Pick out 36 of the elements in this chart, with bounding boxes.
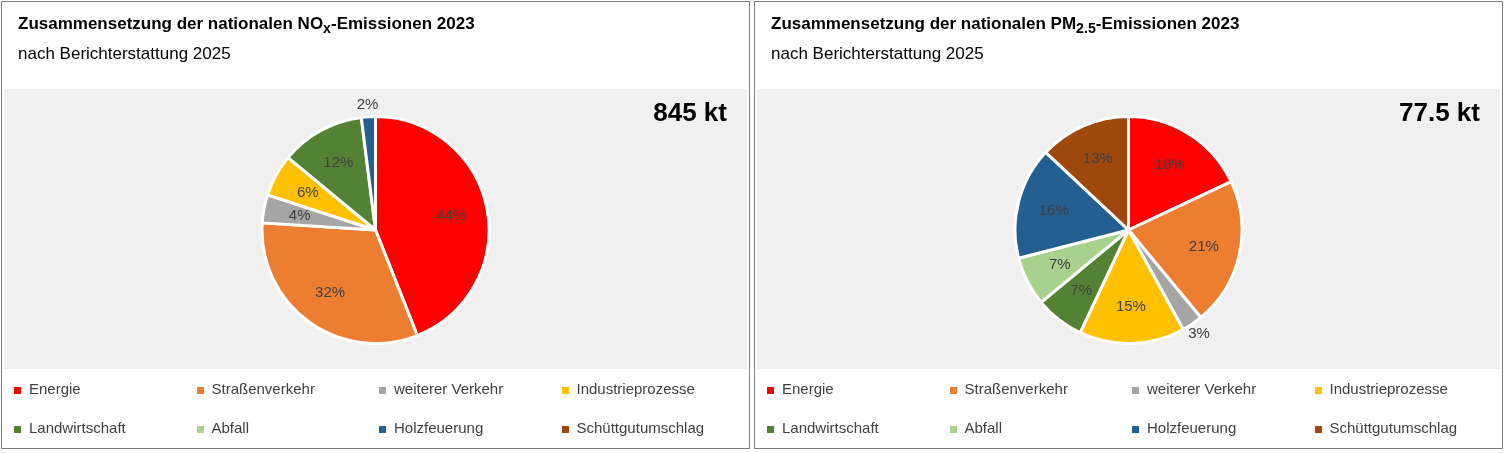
legend-label: Straßenverkehr xyxy=(210,380,316,397)
legend-label: Abfall xyxy=(210,419,251,436)
data-label: 13% xyxy=(1082,149,1113,167)
chart-title: Zusammensetzung der nationalen NO$_{x}$-Emissionen 2023 xyxy=(18,14,475,37)
text: 77.5 kt xyxy=(1399,97,1480,128)
legend-label: Schüttgutumschlag xyxy=(575,419,706,436)
data-label: 2% xyxy=(356,94,379,112)
legend-label: weiterer Verkehr xyxy=(1146,380,1258,397)
legend-label: Landwirtschaft xyxy=(28,419,127,436)
legend-label: Straßenverkehr xyxy=(963,380,1069,397)
legend-label: Abfall xyxy=(963,419,1004,436)
chart-title: Zusammensetzung der nationalen PM$_{2.5}$-Emissionen 2023 xyxy=(771,14,1240,37)
text: 845 kt xyxy=(653,97,727,128)
legend-label: Schüttgutumschlag xyxy=(1328,419,1459,436)
data-label: 18% xyxy=(1154,154,1185,172)
chart-subtitle: nach Berichterstattung 2025 xyxy=(771,44,984,64)
data-label: 44% xyxy=(436,205,467,223)
legend-label: Energie xyxy=(781,380,835,397)
data-label: 3% xyxy=(1188,323,1210,341)
chart-subtitle: nach Berichterstattung 2025 xyxy=(18,44,231,64)
data-label: 7% xyxy=(1070,281,1093,299)
data-label: 4% xyxy=(288,205,311,223)
data-label: 32% xyxy=(315,282,346,300)
legend-label: Holzfeuerung xyxy=(393,419,485,436)
legend-label: Landwirtschaft xyxy=(781,419,880,436)
legend-label: Holzfeuerung xyxy=(1146,419,1238,436)
legend-label: Energie xyxy=(28,380,82,397)
legend-label: Industrieprozesse xyxy=(1328,380,1449,397)
legend-label: weiterer Verkehr xyxy=(393,380,505,397)
data-label: 21% xyxy=(1188,236,1219,254)
data-label: 6% xyxy=(297,182,319,200)
legend-label: Industrieprozesse xyxy=(575,380,696,397)
data-label: 16% xyxy=(1038,200,1069,218)
data-label: 12% xyxy=(323,152,354,170)
data-label: 7% xyxy=(1048,255,1071,273)
data-label: 15% xyxy=(1115,297,1146,315)
